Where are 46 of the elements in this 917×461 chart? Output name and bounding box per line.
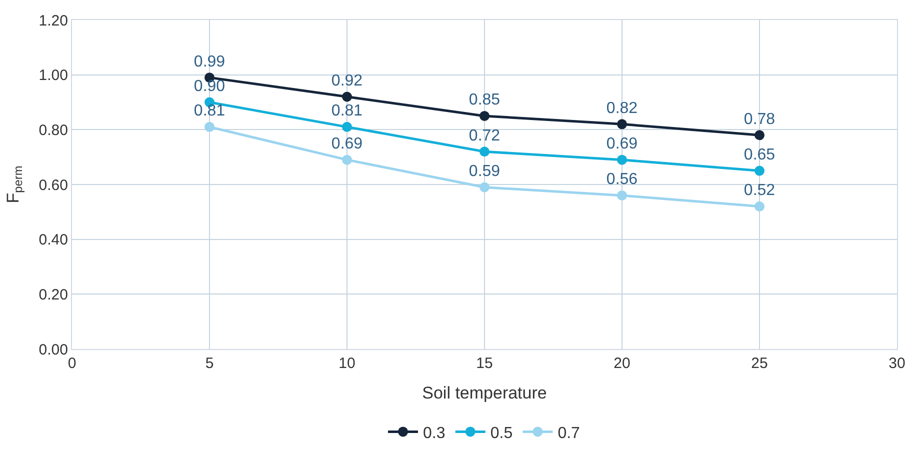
point xyxy=(617,190,627,200)
x-tick-label: 25 xyxy=(751,355,768,372)
point xyxy=(480,110,490,121)
legend-label: 0.5 xyxy=(490,424,513,442)
x-tick-label: 15 xyxy=(476,355,493,372)
data-label: 0.85 xyxy=(468,92,500,109)
point xyxy=(754,166,764,176)
data-label: 0.78 xyxy=(744,110,776,128)
point xyxy=(754,130,764,140)
legend-label: 0.3 xyxy=(423,424,446,442)
point xyxy=(342,154,352,165)
x-tick-label: 5 xyxy=(205,355,214,372)
data-label: 0.52 xyxy=(744,182,776,200)
data-label: 0.59 xyxy=(468,162,500,180)
data-label: 0.72 xyxy=(468,127,500,144)
y-tick-label: 1.20 xyxy=(38,12,68,30)
y-tick-label: 0.60 xyxy=(38,176,68,194)
data-label: 0.69 xyxy=(331,136,363,153)
x-axis-title: Soil temperature xyxy=(422,383,547,402)
x-tick-label: 10 xyxy=(338,355,356,372)
x-tick-label: 20 xyxy=(614,355,630,372)
x-tick-label: 30 xyxy=(888,355,906,372)
data-label: 0.56 xyxy=(606,171,638,188)
y-tick-label: 0.40 xyxy=(38,232,68,249)
point xyxy=(342,122,352,132)
data-label: 0.65 xyxy=(744,146,776,164)
point xyxy=(342,92,352,102)
data-label: 0.90 xyxy=(194,78,226,95)
y-tick-label: 1.00 xyxy=(38,67,68,84)
point xyxy=(480,146,490,157)
y-tick-label: 0.80 xyxy=(38,122,68,139)
point xyxy=(204,122,214,132)
point xyxy=(754,201,764,212)
data-label: 0.69 xyxy=(606,136,638,153)
data-label: 0.99 xyxy=(194,53,226,70)
point xyxy=(480,182,490,192)
x-tick-label: 0 xyxy=(68,355,76,372)
data-label: 0.82 xyxy=(606,100,638,117)
data-label: 0.92 xyxy=(331,72,363,90)
data-label: 0.81 xyxy=(331,102,363,120)
y-tick-label: 0.20 xyxy=(38,286,68,304)
data-label: 0.81 xyxy=(194,102,226,120)
y-tick-label: 0.00 xyxy=(38,341,68,358)
point xyxy=(617,119,627,130)
legend-label: 0.7 xyxy=(558,424,580,442)
point xyxy=(617,154,627,165)
